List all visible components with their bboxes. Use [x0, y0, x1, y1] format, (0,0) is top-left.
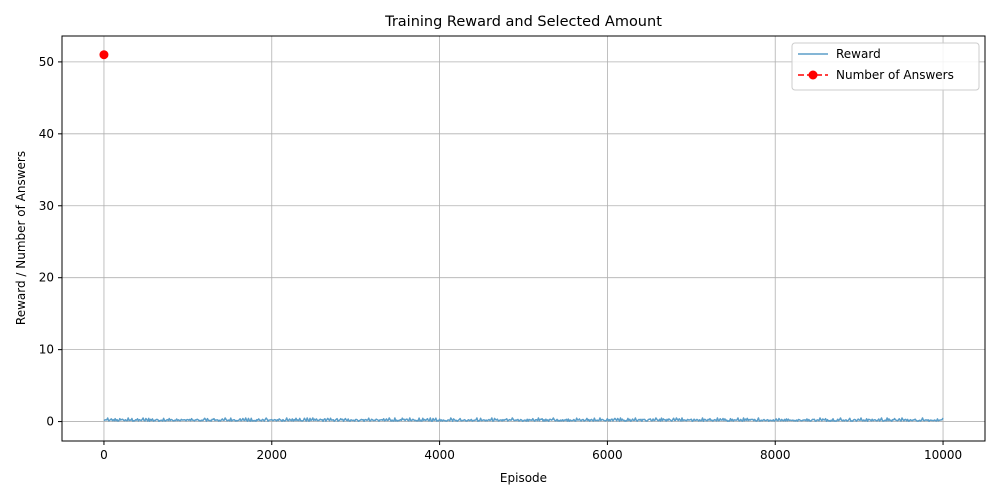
answers-series — [99, 50, 109, 60]
legend-reward-label: Reward — [836, 47, 881, 61]
grid — [62, 36, 985, 441]
x-tick-label: 2000 — [256, 448, 287, 462]
x-axis-title: Episode — [500, 471, 547, 485]
legend: Reward Number of Answers — [791, 42, 980, 91]
y-tick-label: 40 — [39, 127, 54, 141]
legend-answers-label: Number of Answers — [836, 68, 954, 82]
y-axis-title: Reward / Number of Answers — [14, 151, 28, 325]
x-tick-label: 8000 — [760, 448, 791, 462]
reward-series — [103, 417, 944, 423]
plot-frame — [61, 35, 986, 442]
y-tick-label: 0 — [46, 415, 54, 429]
y-tick-label: 50 — [39, 55, 54, 69]
x-tick-label: 10000 — [924, 448, 962, 462]
y-tick-label: 10 — [39, 343, 54, 357]
reward-line — [103, 417, 944, 423]
answers-point — [99, 50, 109, 60]
x-tick-label: 6000 — [592, 448, 623, 462]
legend-answers-marker — [808, 70, 818, 80]
y-axis: 0 10 20 30 40 50 — [39, 55, 62, 429]
y-tick-label: 30 — [39, 199, 54, 213]
x-axis: 0 2000 4000 6000 8000 10000 — [100, 441, 962, 462]
chart-title: Training Reward and Selected Amount — [384, 14, 662, 30]
x-tick-label: 0 — [100, 448, 108, 462]
y-tick-label: 20 — [39, 271, 54, 285]
legend-box — [791, 42, 980, 91]
x-tick-label: 4000 — [424, 448, 455, 462]
